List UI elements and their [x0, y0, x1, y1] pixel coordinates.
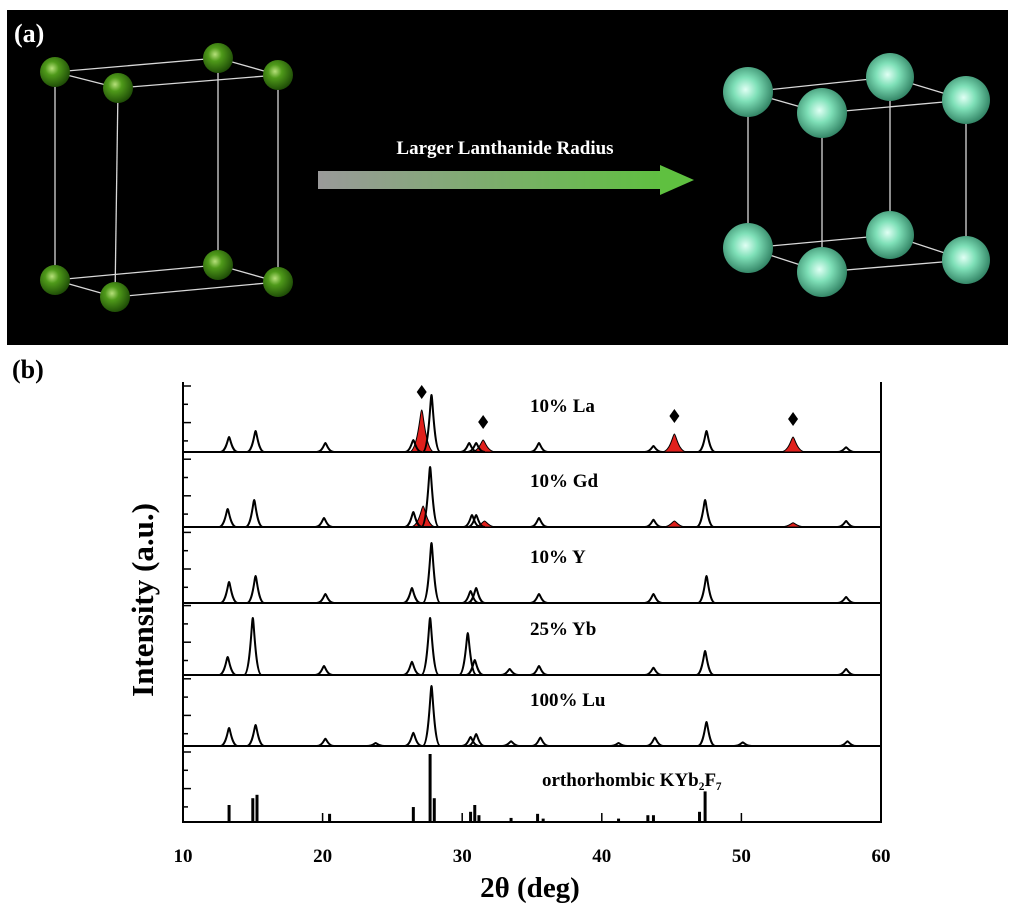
y-axis-label: Intensity (a.u.): [125, 503, 160, 697]
x-axis-label: 2θ (deg): [480, 872, 580, 904]
x-tick-label: 10: [174, 846, 193, 867]
peak: [698, 722, 716, 746]
x-tick-label: 40: [592, 846, 611, 867]
peak: [405, 733, 423, 746]
impurity-diamond: [478, 415, 488, 429]
panel-a: (a) Larger Lanthanide Radius: [7, 10, 1008, 345]
peak: [459, 633, 477, 675]
peak: [734, 742, 752, 746]
peak: [247, 725, 265, 746]
peak: [367, 743, 385, 746]
peak: [532, 738, 550, 746]
impurity-peak: [409, 410, 435, 452]
peak: [698, 576, 716, 603]
peak: [317, 594, 335, 603]
peak: [610, 743, 628, 746]
peak: [423, 543, 441, 603]
peak: [317, 443, 335, 452]
pattern-label: 10% Gd: [530, 471, 599, 492]
peak: [403, 662, 421, 675]
peak: [501, 669, 519, 675]
peak: [315, 518, 333, 527]
peak: [219, 657, 237, 675]
peak: [219, 509, 237, 527]
arrow-shaft: [318, 171, 663, 189]
peak: [698, 431, 716, 452]
peak: [244, 618, 262, 675]
peak: [403, 588, 421, 603]
pattern-label: 10% La: [530, 396, 595, 417]
arrow-label: Larger Lanthanide Radius: [396, 138, 613, 159]
peak: [530, 666, 548, 675]
peak: [646, 738, 664, 746]
peak: [423, 686, 441, 746]
peak: [247, 576, 265, 603]
impurity-peak: [662, 434, 688, 452]
x-tick-label: 20: [313, 846, 332, 867]
x-tick-label: 60: [872, 846, 891, 867]
peak: [317, 739, 335, 746]
pattern: 25% Yb: [183, 618, 881, 675]
peak: [696, 651, 714, 675]
pattern: 100% Lu: [183, 686, 881, 746]
peak: [837, 447, 855, 452]
peak: [220, 582, 238, 603]
impurity-diamond: [417, 385, 427, 399]
impurity-peak: [780, 523, 806, 527]
peak: [645, 668, 663, 675]
peak: [220, 728, 238, 746]
impurity-diamond: [788, 412, 798, 426]
peak: [247, 431, 265, 452]
xrd-chart: 10 20 30 40 50 60 2θ (deg) Intensity (a.u.) 10% …: [125, 382, 891, 904]
impurity-peak: [780, 437, 806, 452]
pattern-label: 100% Lu: [530, 690, 606, 711]
peak: [645, 520, 663, 527]
peak: [421, 618, 439, 675]
peak: [530, 518, 548, 527]
peak: [696, 500, 714, 527]
peak: [502, 741, 520, 746]
peak: [530, 594, 548, 603]
peak: [645, 594, 663, 603]
pattern-label: 25% Yb: [530, 619, 596, 640]
panel-label: (b): [12, 355, 44, 384]
peak: [839, 741, 857, 746]
x-tick-label: 50: [732, 846, 751, 867]
reference-label: orthorhombic KYb₂F₇: [542, 770, 722, 791]
panel-label: (a): [14, 19, 44, 48]
pattern: 10% La: [183, 385, 881, 452]
peak: [315, 666, 333, 675]
pattern: 10% Y: [183, 543, 881, 603]
pattern-label: 10% Y: [530, 547, 586, 568]
peak: [220, 437, 238, 452]
peak: [837, 521, 855, 527]
impurity-diamond: [669, 409, 679, 423]
peak: [245, 500, 263, 527]
peak: [837, 669, 855, 675]
peak: [645, 446, 663, 452]
peak: [530, 443, 548, 452]
impurity-peak: [662, 521, 688, 527]
x-tick-label: 30: [453, 846, 472, 867]
figure: (a) Larger Lanthanide Radius (b) 10 20 30 4…: [0, 0, 1015, 906]
pattern: 10% Gd: [183, 467, 881, 527]
peak: [837, 597, 855, 603]
